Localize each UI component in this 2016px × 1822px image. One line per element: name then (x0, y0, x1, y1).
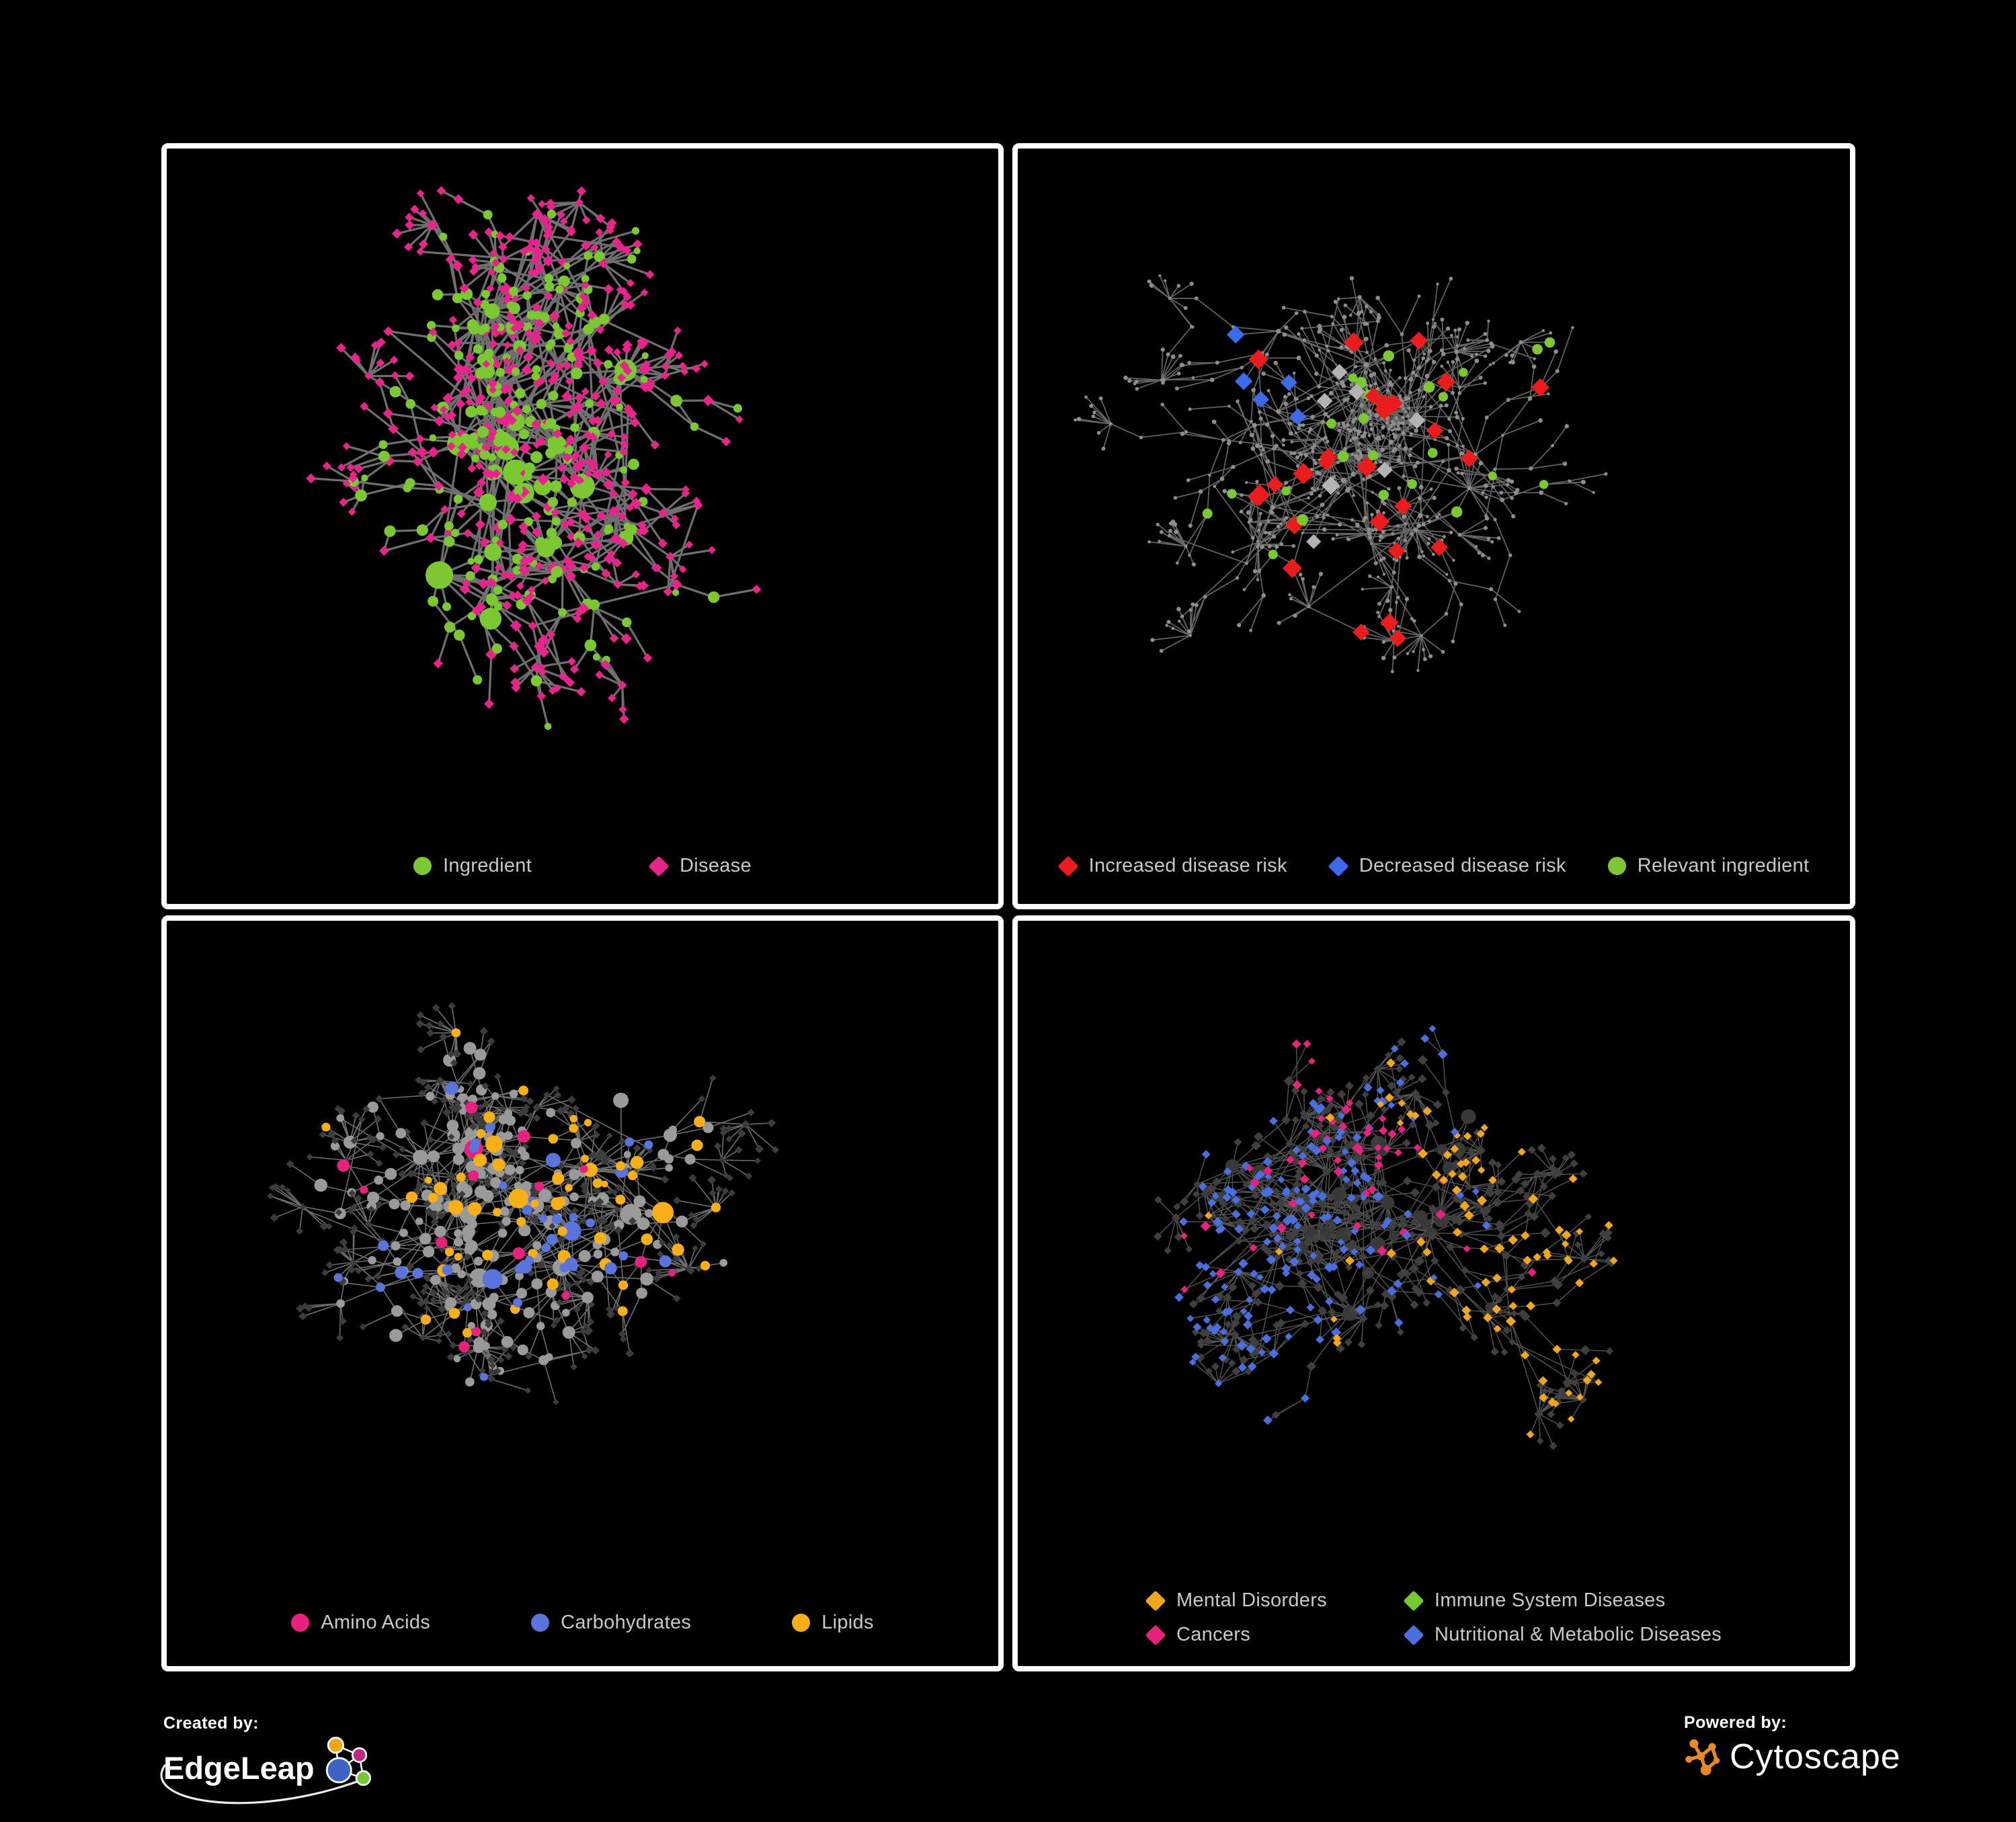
cancers-marker-icon (1145, 1624, 1166, 1646)
legend-label: Nutritional & Metabolic Diseases (1434, 1624, 1722, 1645)
legend-item-cancers: Cancers (1145, 1624, 1327, 1646)
legend-item-lipids: Lipids (792, 1612, 874, 1634)
created-by-credit: Created by: EdgeLeap (160, 1714, 376, 1805)
legend-label: Decreased disease risk (1359, 855, 1566, 876)
edgeleap-wordmark: EdgeLeap (163, 1749, 315, 1786)
legend-label: Cancers (1176, 1624, 1251, 1645)
legend-item-ingredient: Ingredient (413, 855, 532, 877)
legend-item-nutritional-metabolic-diseases: Nutritional & Metabolic Diseases (1403, 1624, 1722, 1646)
ingredient-marker-icon (413, 857, 432, 875)
legend-label: Increased disease risk (1088, 855, 1287, 876)
legend-label: Mental Disorders (1176, 1589, 1327, 1611)
legend-label: Ingredient (443, 855, 532, 876)
legend-item-mental-disorders: Mental Disorders (1145, 1589, 1327, 1612)
legend-label: Lipids (821, 1612, 874, 1633)
disease-category-network-graph (1153, 1025, 1618, 1450)
legend-label: Immune System Diseases (1434, 1589, 1666, 1611)
legend-ingredient-disease: Ingredient Disease (167, 855, 998, 877)
cytoscape-brand: Cytoscape (1684, 1737, 1901, 1777)
disease-marker-icon (648, 855, 670, 877)
panel-disease-risk: Increased disease risk Decreased disease… (1012, 143, 1855, 909)
legend-label: Amino Acids (321, 1612, 431, 1633)
edgeleap-swoosh-icon (160, 1764, 369, 1805)
legend-item-increased-risk: Increased disease risk (1057, 855, 1287, 877)
legend-item-disease: Disease (648, 855, 752, 877)
edgeleap-brand: EdgeLeap (160, 1736, 376, 1805)
panel-disease-categories: Mental Disorders Immune System Diseases … (1012, 915, 1855, 1671)
ingredient-disease-network-graph (306, 185, 762, 731)
legend-disease-risk: Increased disease risk Decreased disease… (1018, 855, 1850, 877)
relevant-ingredient-marker-icon (1607, 857, 1626, 875)
amino-acids-marker-icon (291, 1614, 310, 1632)
legend-label: Disease (680, 855, 752, 876)
legend-ingredient-categories: Amino Acids Carbohydrates Lipids (167, 1612, 998, 1634)
powered-by-label: Powered by: (1684, 1713, 1787, 1732)
legend-item-decreased-risk: Decreased disease risk (1328, 855, 1566, 877)
legend-label: Carbohydrates (561, 1612, 692, 1633)
panel-ingredient-categories: Amino Acids Carbohydrates Lipids (161, 915, 1004, 1671)
created-by-label: Created by: (163, 1714, 259, 1733)
decreased-risk-marker-icon (1328, 855, 1349, 877)
legend-item-amino-acids: Amino Acids (291, 1612, 430, 1634)
cytoscape-logo-icon (1685, 1739, 1720, 1776)
powered-by-credit: Powered by: Cytoscape (1684, 1713, 1901, 1777)
increased-risk-marker-icon (1057, 855, 1079, 877)
edgeleap-logo-icon (325, 1737, 371, 1786)
disease-risk-network-graph (1074, 274, 1608, 673)
mental-disorders-marker-icon (1145, 1589, 1166, 1612)
legend-item-immune-system-diseases: Immune System Diseases (1403, 1589, 1722, 1612)
legend-item-carbohydrates: Carbohydrates (531, 1612, 691, 1634)
ingredient-category-network-graph (267, 1002, 780, 1405)
lipids-marker-icon (792, 1614, 811, 1632)
immune-system-diseases-marker-icon (1403, 1589, 1424, 1612)
panel-ingredient-disease: Ingredient Disease (161, 143, 1004, 909)
carbohydrates-marker-icon (531, 1614, 550, 1632)
legend-disease-categories: Mental Disorders Immune System Diseases … (1018, 1589, 1850, 1646)
legend-item-relevant-ingredient: Relevant ingredient (1607, 855, 1810, 877)
cytoscape-wordmark: Cytoscape (1730, 1737, 1901, 1776)
legend-label: Relevant ingredient (1637, 855, 1810, 876)
nutritional-metabolic-diseases-marker-icon (1403, 1624, 1424, 1646)
